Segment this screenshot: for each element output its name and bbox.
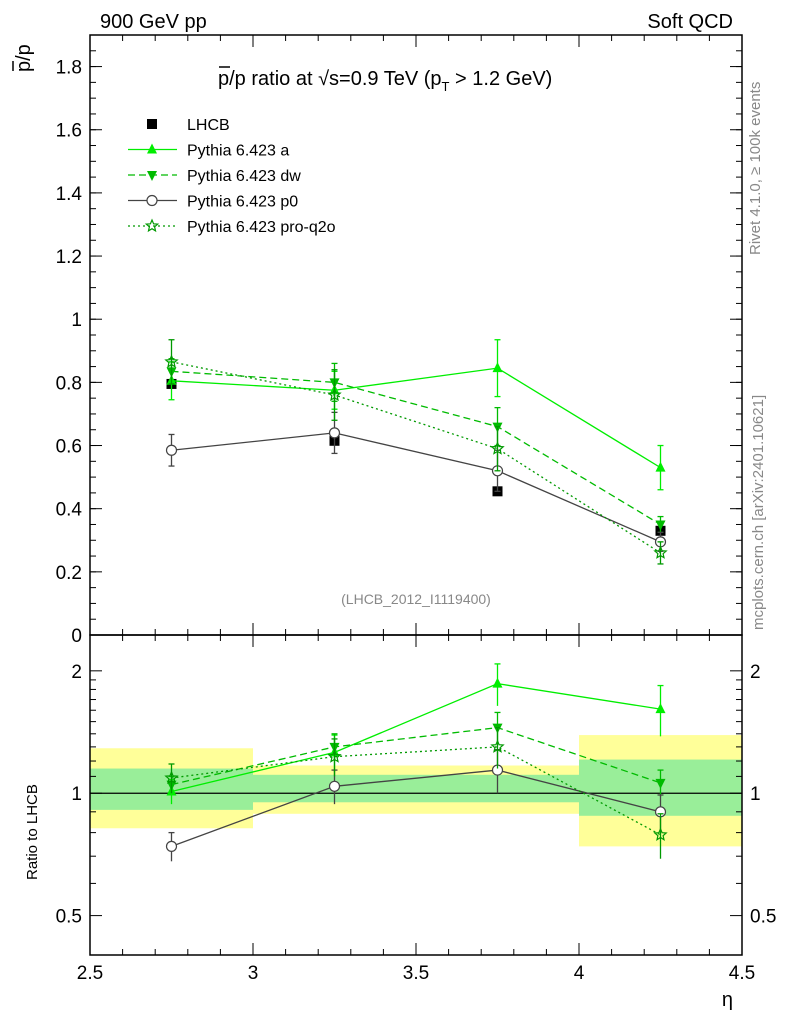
ratio-y-axis-title: Ratio to LHCB (24, 784, 41, 880)
data-point-3-1 (328, 427, 341, 439)
ratio-ytick-label-right-1: 1 (750, 784, 761, 805)
ratio-point-3-3 (653, 827, 668, 841)
legend-entry-4: Pythia 6.423 pro-q2o (128, 218, 336, 236)
series-1 (166, 339, 666, 491)
legend-marker-2 (147, 171, 157, 181)
main-ytick-label-6: 1.2 (56, 247, 82, 268)
legend-label-1: Pythia 6.423 a (187, 143, 289, 160)
mcplots-label: mcplots.cern.ch [arXiv:2401.10621] (750, 395, 767, 630)
xtick-label-4: 4.5 (729, 963, 755, 984)
ratio-ytick-label-1: 1 (71, 784, 82, 805)
title-tail: > 1.2 GeV) (449, 68, 552, 90)
legend: LHCB Pythia 6.423 a Pythia 6.423 dw Pythia … (128, 117, 336, 236)
ratio-point-1-3 (655, 778, 666, 789)
main-ytick-label-7: 1.4 (56, 184, 83, 205)
y-title-rest: /p (13, 44, 35, 61)
x-axis-title: η (722, 989, 733, 1011)
axes: 0 0.2 0.4 0.6 0.8 1 1.2 1.4 1.6 1.8 2.5 3 3.5 4 4.5 0.5… (56, 34, 776, 984)
rivet-label: Rivet 4.1.0, ≥ 100k events (747, 82, 764, 255)
legend-marker-4 (144, 218, 160, 233)
ratio-ytick-label-0: 0.5 (56, 907, 82, 928)
title-s: s (329, 68, 339, 90)
main-ytick-label-9: 1.8 (56, 58, 82, 79)
y-title-text: p/p (13, 44, 35, 72)
ratio-series (164, 663, 668, 862)
main-ytick-label-4: 0.8 (56, 373, 82, 394)
legend-marker-1 (147, 143, 157, 154)
title-pbar: p (218, 68, 229, 90)
main-ytick-label-5: 1 (71, 310, 82, 331)
data-point-3-0 (165, 444, 178, 456)
series-line-4 (171, 361, 661, 554)
main-title-text: p/p ratio at √s=0.9 TeV (pT > 1.2 GeV) (218, 68, 552, 94)
legend-marker-0 (147, 119, 157, 129)
series-line-2 (171, 370, 661, 526)
legend-entry-0: LHCB (147, 117, 230, 134)
series-0 (166, 378, 666, 536)
main-ytick-label-3: 0.6 (56, 437, 82, 458)
legend-label-2: Pythia 6.423 dw (187, 168, 301, 185)
data-point-4-2 (490, 441, 505, 455)
main-ytick-label-2: 0.4 (56, 500, 83, 521)
main-ytick-label-1: 0.2 (56, 563, 82, 584)
title-energy: =0.9 TeV (p (339, 68, 441, 90)
ratio-line-3 (171, 746, 661, 836)
main-y-axis-title: p/p (12, 44, 35, 72)
main-ytick-label-8: 1.6 (56, 121, 82, 142)
data-point-2-3 (655, 520, 666, 531)
data-point-1-3 (655, 461, 666, 472)
y-title-pbar: p (13, 61, 35, 72)
legend-entry-1: Pythia 6.423 a (128, 143, 289, 160)
legend-label-3: Pythia 6.423 p0 (187, 194, 298, 211)
header-left: 900 GeV pp (100, 11, 207, 33)
ratio-line-0 (171, 682, 661, 793)
main-series (164, 339, 668, 565)
header-right: Soft QCD (647, 11, 733, 33)
ratio-point-2-1 (328, 780, 341, 792)
data-point-4-3 (653, 545, 668, 559)
legend-entry-2: Pythia 6.423 dw (128, 168, 301, 185)
legend-label-0: LHCB (187, 117, 230, 134)
data-point-4-1 (327, 387, 342, 402)
xtick-label-2: 3.5 (403, 963, 429, 984)
series-line-1 (171, 367, 661, 469)
series-line-3 (171, 432, 661, 543)
xtick-label-0: 2.5 (77, 963, 103, 984)
title-sub: T (442, 79, 450, 94)
legend-entry-3: Pythia 6.423 p0 (128, 194, 298, 211)
main-title: p/p ratio at √s=0.9 TeV (pT > 1.2 GeV) (218, 66, 552, 94)
data-point-4-0 (164, 354, 179, 368)
title-rest: /p ratio at (229, 68, 318, 90)
ratio-point-0-2 (492, 677, 503, 688)
ratio-point-3-1 (327, 749, 342, 763)
ratio-line-1 (171, 726, 661, 786)
ratio-ytick-label-2: 2 (71, 662, 82, 683)
ratio-ytick-label-right-2: 2 (750, 662, 761, 683)
ratio-point-0-3 (655, 703, 666, 714)
analysis-watermark: (LHCB_2012_I1119400) (341, 591, 491, 607)
ratio-series-3 (164, 726, 668, 859)
ratio-point-3-0 (164, 770, 179, 785)
ratio-ytick-label-right-0: 0.5 (750, 907, 776, 928)
title-sqrt: √ (318, 68, 329, 90)
series-4 (164, 339, 668, 565)
main-ytick-label-0: 0 (71, 626, 82, 647)
legend-label-4: Pythia 6.423 pro-q2o (187, 219, 336, 236)
data-point-1-2 (492, 362, 503, 373)
legend-marker-3 (146, 194, 158, 207)
ratio-point-3-2 (490, 739, 505, 753)
ratio-point-2-0 (165, 840, 178, 852)
xtick-label-1: 3 (248, 963, 259, 984)
xtick-label-3: 4 (574, 963, 585, 984)
